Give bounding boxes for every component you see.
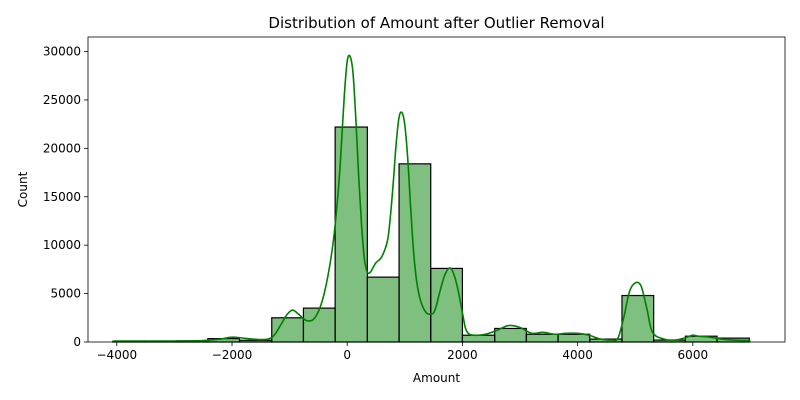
y-axis-label: Count [16,171,30,207]
y-tick-label: 25000 [43,93,81,107]
x-tick-label: 4000 [562,348,593,362]
y-tick-label: 30000 [43,45,81,59]
x-tick-label: −4000 [97,348,138,362]
x-axis-ticks: −4000 −2000 0 2000 4000 6000 [97,342,709,362]
histogram-bar [525,333,559,343]
y-tick-label: 5000 [50,287,81,301]
histogram-bars [112,126,750,343]
kde-curve [112,54,751,342]
x-tick-label: −2000 [212,348,253,362]
histogram-bar [430,267,464,343]
histogram-bar [302,307,336,343]
y-tick-label: 0 [73,335,81,349]
kde-curve-group [112,54,751,342]
histogram-bar [398,163,432,343]
histogram-bar [366,276,400,343]
y-tick-label: 15000 [43,190,81,204]
x-tick-label: 0 [343,348,351,362]
y-tick-label: 20000 [43,141,81,155]
histogram-bar [494,327,527,343]
x-axis-label: Amount [413,371,460,385]
y-axis-ticks: 0 5000 10000 15000 20000 25000 30000 [43,45,88,349]
x-tick-label: 6000 [678,348,709,362]
chart-title: Distribution of Amount after Outlier Rem… [268,14,604,32]
histogram-bar [271,317,305,343]
histogram-bar [461,334,496,343]
y-tick-label: 10000 [43,238,81,252]
plot-frame [87,36,786,343]
histogram-bar [557,333,591,343]
x-tick-label: 2000 [447,348,478,362]
